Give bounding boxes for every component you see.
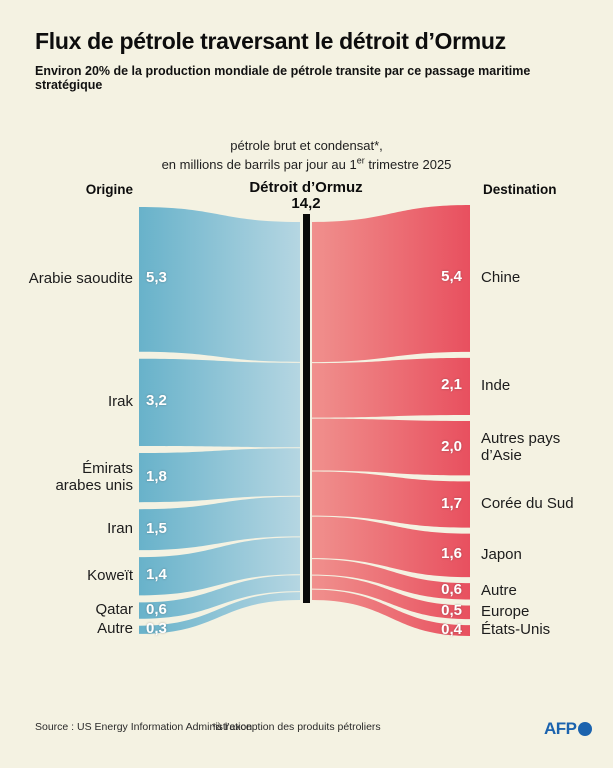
flow-destination-autre	[312, 559, 470, 600]
flow-destination-autres-pays-d-asie	[312, 418, 470, 476]
strait-name: Détroit d’Ormuz	[249, 179, 363, 196]
afp-logo-circle-icon	[577, 722, 592, 736]
footnote: *à l’exception des produits pétroliers	[212, 721, 381, 733]
origin-column-header: Origine	[85, 182, 133, 197]
destination-label-autre: Autre	[481, 581, 517, 599]
page-subtitle: Environ 20% de la production mondiale de…	[35, 64, 531, 92]
destination-value-inde: 2,1	[441, 376, 462, 394]
destination-value-coree-du-sud: 1,7	[441, 494, 462, 512]
origin-label-iran: Iran	[107, 520, 133, 538]
flow-origin-irak	[139, 358, 300, 448]
destination-value-autres-pays-d-asie: 2,0	[441, 438, 462, 456]
origin-label-arabie-saoudite: Arabie saoudite	[28, 269, 133, 287]
origin-label-emirats-arabes-unis: Émirats arabes unis	[55, 459, 133, 494]
destination-value-europe: 0,5	[441, 602, 462, 620]
origin-label-qatar: Qatar	[95, 601, 133, 619]
destination-label-europe: Europe	[481, 602, 530, 620]
afp-logo-text: AFP	[544, 719, 577, 738]
flow-origin-qatar	[139, 575, 300, 619]
origin-value-emirats-arabes-unis: 1,8	[146, 467, 167, 485]
strait-bar	[303, 214, 310, 603]
flow-origin-arabie-saoudite	[139, 207, 300, 362]
origin-label-autre: Autre	[97, 620, 133, 638]
destination-column-header: Destination	[483, 182, 557, 197]
unit-note-line2: en millions de barrils par jour au 1er t…	[161, 155, 452, 172]
page-title: Flux de pétrole traversant le détroit d’…	[35, 28, 506, 54]
flow-destination-etats-unis	[312, 589, 470, 636]
afp-logo: AFP	[544, 719, 592, 739]
destination-label-chine: Chine	[481, 268, 521, 286]
origin-label-irak: Irak	[107, 392, 133, 410]
flow-destination-inde	[312, 357, 470, 418]
destination-label-etats-unis: États-Unis	[481, 621, 551, 639]
strait-header: Détroit d’Ormuz 14,2	[206, 180, 406, 212]
flow-destination-japon	[312, 516, 470, 578]
flow-origin-iran	[139, 496, 300, 551]
destination-value-autre: 0,6	[441, 581, 462, 599]
flow-origin-autre	[139, 592, 300, 634]
flow-origin-emirats-arabes-unis	[139, 448, 300, 503]
unit-note-line1: pétrole brut et condensat*,	[230, 138, 383, 153]
destination-label-japon: Japon	[481, 545, 522, 563]
source-credit: Source : US Energy Information Administr…	[35, 721, 253, 733]
strait-total-value: 14,2	[291, 195, 321, 212]
flow-destination-coree-du-sud	[312, 471, 470, 528]
flow-destination-europe	[312, 575, 470, 620]
origin-value-koweit: 1,4	[146, 566, 167, 584]
origin-value-autre: 0,3	[146, 619, 167, 637]
destination-label-autres-pays-d-asie: Autres pays d’Asie	[481, 430, 561, 465]
origin-value-iran: 1,5	[146, 519, 167, 537]
destination-label-inde: Inde	[481, 376, 511, 394]
origin-value-irak: 3,2	[146, 392, 167, 410]
destination-label-coree-du-sud: Corée du Sud	[481, 495, 574, 513]
destination-value-japon: 1,6	[441, 545, 462, 563]
origin-value-arabie-saoudite: 5,3	[146, 269, 167, 287]
destination-value-etats-unis: 0,4	[441, 620, 462, 638]
origin-label-koweit: Koweït	[87, 566, 133, 584]
destination-value-chine: 5,4	[441, 268, 462, 286]
flow-destination-chine	[312, 205, 470, 363]
origin-value-qatar: 0,6	[146, 600, 167, 618]
unit-note: pétrole brut et condensat*, en millions …	[0, 138, 613, 172]
flow-origin-koweit	[139, 537, 300, 596]
